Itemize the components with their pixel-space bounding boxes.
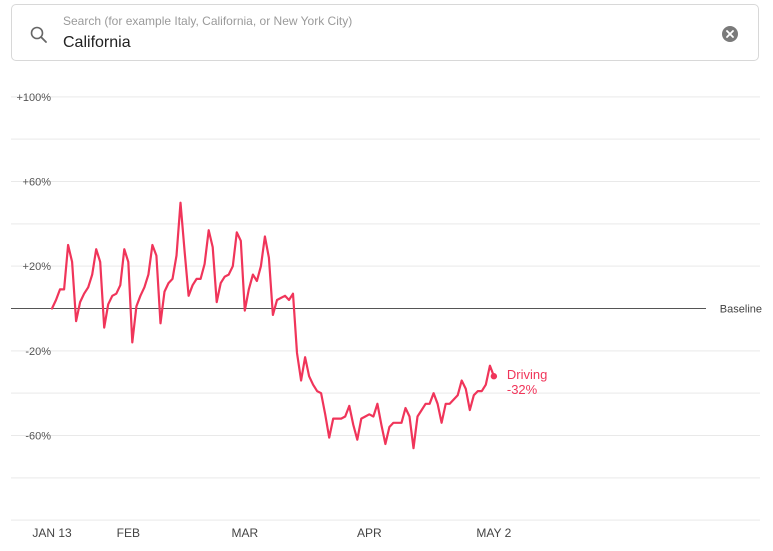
y-tick-label: -60% bbox=[25, 431, 51, 443]
clear-icon[interactable] bbox=[721, 25, 739, 43]
x-tick-label: MAY 2 bbox=[476, 526, 511, 540]
search-icon bbox=[30, 26, 47, 43]
y-tick-label: +60% bbox=[23, 176, 52, 188]
series-end-point bbox=[490, 373, 498, 380]
y-tick-label: +100% bbox=[16, 92, 51, 104]
series-line-driving bbox=[50, 201, 495, 450]
x-tick-label: APR bbox=[357, 526, 382, 540]
x-tick-label: FEB bbox=[117, 526, 140, 540]
search-box[interactable]: Search (for example Italy, California, o… bbox=[11, 4, 759, 61]
x-tick-label: JAN 13 bbox=[32, 526, 72, 540]
series-name-label: Driving bbox=[507, 367, 547, 382]
x-tick-label: MAR bbox=[231, 526, 258, 540]
y-tick-label: -20% bbox=[25, 346, 51, 358]
y-tick-label: +20% bbox=[23, 261, 52, 273]
baseline-label: Baseline bbox=[720, 304, 762, 316]
series-end-value-label: -32% bbox=[507, 382, 538, 397]
search-placeholder: Search (for example Italy, California, o… bbox=[63, 14, 353, 28]
search-input[interactable]: California bbox=[63, 34, 131, 51]
